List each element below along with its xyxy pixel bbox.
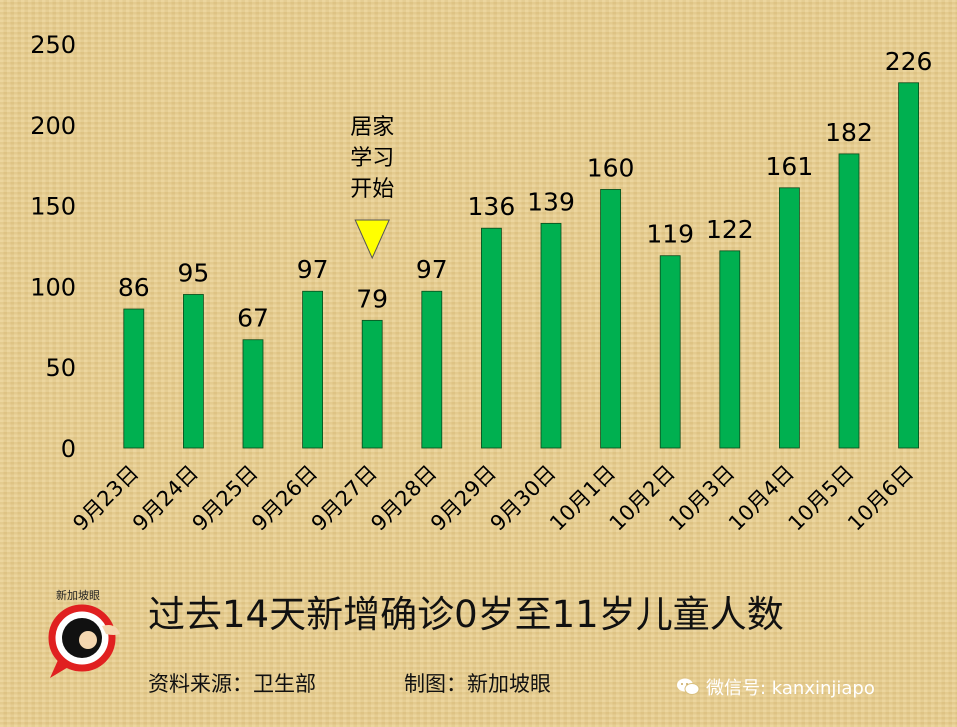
x-tick-label: 10月1日	[545, 461, 620, 536]
annotation-text: 居家	[350, 115, 394, 140]
x-tick-label: 9月26日	[247, 461, 322, 536]
bar	[600, 189, 621, 449]
bar	[719, 250, 741, 449]
y-tick-label: 200	[30, 112, 76, 140]
data-label: 139	[527, 187, 575, 216]
data-source: 资料来源：卫生部	[148, 672, 316, 696]
bar	[838, 153, 860, 449]
x-tick-label: 9月27日	[307, 461, 382, 536]
data-label: 97	[416, 255, 448, 284]
x-tick-label: 9月30日	[486, 461, 561, 536]
xinjiapo-yan-logo	[48, 604, 120, 678]
x-tick-label: 9月28日	[366, 461, 441, 536]
data-label: 122	[706, 215, 754, 244]
bar	[779, 187, 800, 449]
y-tick-label: 50	[45, 354, 76, 382]
wechat-id: 微信号: kanxinjiapo	[706, 678, 875, 699]
annotation-triangle-marker	[354, 219, 390, 260]
data-label: 67	[237, 304, 269, 333]
y-tick-label: 0	[61, 435, 76, 463]
y-tick-label: 250	[30, 31, 76, 59]
bar	[302, 290, 324, 449]
bar	[540, 222, 562, 449]
x-tick-label: 10月6日	[843, 461, 918, 536]
data-label: 95	[177, 258, 209, 287]
bar	[182, 294, 204, 449]
x-tick-label: 10月5日	[784, 461, 859, 536]
data-label: 97	[297, 255, 329, 284]
x-tick-label: 9月23日	[68, 461, 143, 536]
wechat-watermark: 微信号: kanxinjiapo	[676, 674, 875, 700]
data-label: 161	[766, 152, 814, 181]
data-label: 119	[646, 220, 694, 249]
chart-title: 过去14天新增确诊0岁至11岁儿童人数	[148, 593, 784, 636]
bar	[898, 82, 919, 449]
data-label: 79	[356, 284, 388, 313]
data-label: 86	[118, 273, 150, 302]
data-label: 160	[587, 153, 635, 182]
x-tick-label: 9月25日	[188, 461, 263, 536]
bar	[242, 339, 264, 449]
y-tick-label: 150	[30, 193, 76, 221]
chart-credit: 制图：新加坡眼	[404, 672, 551, 696]
logo-text: 新加坡眼	[56, 589, 100, 602]
data-label: 136	[468, 192, 516, 221]
x-tick-label: 9月29日	[426, 461, 501, 536]
x-tick-label: 9月24日	[128, 461, 203, 536]
data-label: 182	[825, 118, 873, 147]
annotation-text: 学习	[350, 146, 394, 171]
data-label: 226	[885, 47, 933, 76]
x-tick-label: 10月4日	[724, 461, 799, 536]
bar	[361, 319, 383, 449]
bar-chart: 0 50 100 150 200 250 86 9月23日 95 9月24日 67 9月25日 97 9月…	[30, 31, 933, 536]
bar	[480, 227, 502, 449]
y-tick-label: 100	[30, 273, 76, 301]
bar	[123, 308, 145, 449]
bar	[659, 255, 681, 449]
wechat-icon	[677, 678, 700, 695]
annotation-text: 开始	[350, 177, 394, 202]
bar	[421, 290, 443, 449]
x-tick-label: 10月3日	[664, 461, 739, 536]
x-tick-label: 10月2日	[605, 461, 680, 536]
